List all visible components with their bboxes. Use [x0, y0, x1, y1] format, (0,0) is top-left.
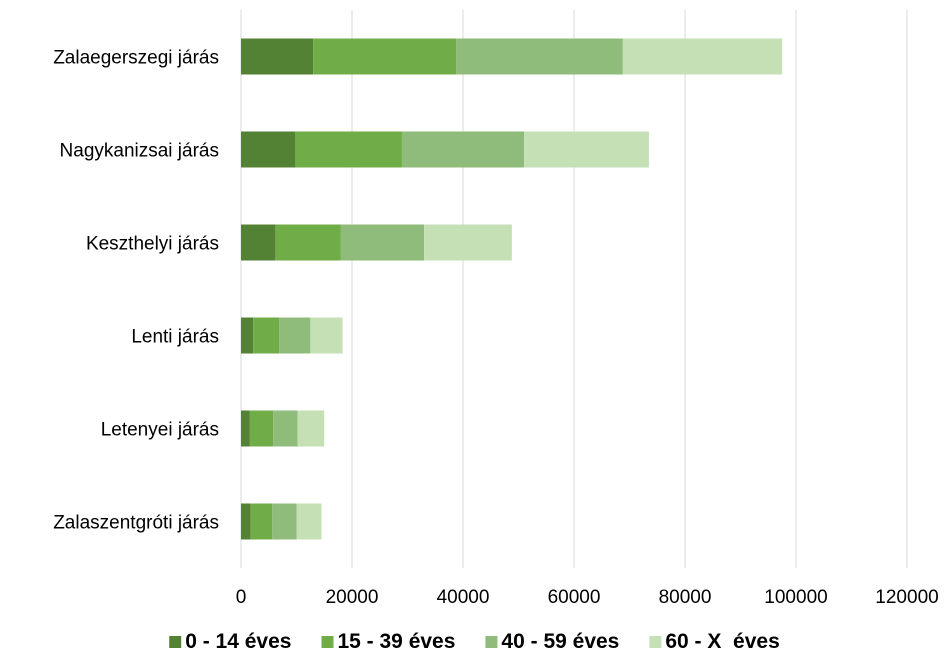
bars-layer	[241, 38, 783, 540]
bar-segment	[253, 317, 280, 354]
legend-swatch	[169, 636, 182, 648]
legend-label: 60 - X éves	[665, 630, 779, 653]
x-tick-label: 40000	[437, 587, 490, 608]
bar-segment	[275, 224, 341, 261]
bar-segment	[249, 410, 274, 447]
legend-label: 15 - 39 éves	[337, 630, 455, 653]
legend-label: 0 - 14 éves	[185, 630, 291, 653]
bar-segment	[241, 131, 296, 168]
category-label: Lenti járás	[131, 327, 219, 348]
category-label: Letenyei járás	[101, 420, 219, 441]
grid-layer	[240, 10, 908, 568]
x-tick-label: 80000	[659, 587, 712, 608]
bar-segment	[456, 38, 623, 75]
x-tick-label: 120000	[875, 587, 938, 608]
category-label: Zalaegerszegi járás	[53, 48, 219, 69]
bar-segment	[296, 503, 322, 540]
legend: 0 - 14 éves 15 - 39 éves 40 - 59 éves 60 - …	[169, 630, 780, 653]
x-tick-label: 100000	[764, 587, 827, 608]
x-tick-label: 20000	[326, 587, 379, 608]
legend-swatch	[321, 636, 334, 648]
bar-segment	[273, 410, 298, 447]
bar-segment	[313, 38, 457, 75]
bar-segment	[295, 131, 402, 168]
bar-segment	[622, 38, 783, 75]
legend-label: 40 - 59 éves	[501, 630, 619, 653]
bar-segment	[297, 410, 325, 447]
bar-segment	[250, 503, 273, 540]
bar-segment	[241, 38, 314, 75]
category-label: Keszthelyi járás	[86, 234, 219, 255]
bar-segment	[241, 410, 250, 447]
bar-segment	[310, 317, 343, 354]
legend-swatch	[649, 636, 662, 648]
bar-segment	[279, 317, 311, 354]
bar-segment	[424, 224, 512, 261]
bar-segment	[401, 131, 525, 168]
bar-segment	[241, 503, 251, 540]
legend-swatch	[485, 636, 498, 648]
category-label: Zalaszentgróti járás	[53, 513, 219, 534]
category-label: Nagykanizsai járás	[60, 141, 219, 162]
bar-segment	[241, 317, 254, 354]
x-tick-label: 0	[236, 587, 247, 608]
bar-segment	[241, 224, 276, 261]
bar-segment	[272, 503, 297, 540]
x-tick-labels: 0 20000 40000 60000 80000 100000 120000	[236, 587, 939, 608]
x-tick-label: 60000	[548, 587, 601, 608]
bar-segment	[524, 131, 649, 168]
bar-segment	[340, 224, 425, 261]
category-labels: Zalaegerszegi járás Nagykanizsai járás Kes…	[53, 48, 219, 534]
